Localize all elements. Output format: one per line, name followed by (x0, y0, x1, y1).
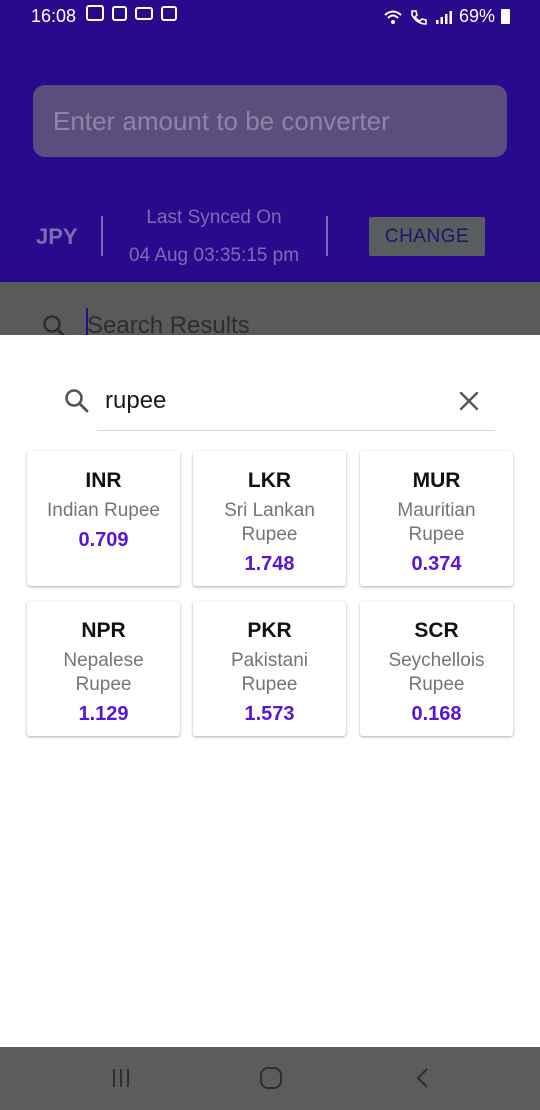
base-currency-code[interactable]: JPY (36, 224, 78, 249)
search-icon (65, 389, 89, 413)
laptop-notification-icon (135, 6, 153, 20)
currency-name: Mauritian Rupee (397, 500, 476, 545)
currency-code: NPR (81, 619, 126, 642)
currency-card-inr[interactable]: INR Indian Rupee 0.709 (27, 451, 180, 586)
currency-name: Indian Rupee (46, 500, 161, 521)
home-icon[interactable] (256, 1065, 286, 1091)
search-results-placeholder: Search Results (87, 312, 250, 339)
close-icon[interactable] (457, 389, 481, 413)
currency-code: LKR (247, 469, 292, 492)
currency-rate: 0.168 (411, 703, 462, 725)
currency-card-mur[interactable]: MUR Mauritian Rupee 0.374 (360, 451, 513, 586)
app-header: 16:08 69% JPY (0, 0, 540, 282)
wifi-icon (384, 10, 402, 24)
status-bar: 16:08 69% (0, 0, 540, 34)
currency-name: Pakistani Rupee (230, 650, 309, 695)
currency-rate: 0.709 (78, 529, 129, 551)
currency-rate: 1.129 (78, 703, 129, 725)
currency-card-lkr[interactable]: LKR Sri Lankan Rupee 1.748 (193, 451, 346, 586)
currency-card-npr[interactable]: NPR Nepalese Rupee 1.129 (27, 601, 180, 736)
image-notification-icon (161, 5, 177, 21)
divider-right (326, 216, 328, 256)
currency-rate: 0.374 (411, 553, 462, 575)
sync-date: 04 Aug 03:35:15 pm (128, 245, 300, 266)
sync-label: Last Synced On (146, 207, 282, 228)
currency-code: SCR (414, 619, 459, 642)
back-icon[interactable] (408, 1065, 438, 1091)
currency-name: Seychellois Rupee (388, 650, 485, 695)
currency-code: INR (85, 469, 122, 492)
wifi-calling-icon (411, 9, 427, 25)
currency-card-scr[interactable]: SCR Seychellois Rupee 0.168 (360, 601, 513, 736)
currency-name: Nepalese Rupee (63, 650, 144, 695)
notification-icons (86, 5, 177, 21)
currency-code: PKR (247, 619, 292, 642)
battery-percentage: 69% (458, 6, 495, 26)
message-notification-icon (86, 5, 104, 21)
change-button[interactable]: CHANGE (369, 217, 485, 256)
currency-rate: 1.748 (244, 553, 295, 575)
search-results-bar[interactable]: Search Results (0, 282, 540, 339)
divider-left (101, 216, 103, 256)
signal-icon (435, 10, 452, 24)
battery-icon (501, 9, 510, 24)
system-status-icons: 69% (383, 6, 510, 27)
status-time: 16:08 (31, 6, 77, 26)
currency-code: MUR (412, 469, 461, 492)
app-notification-icon (112, 5, 127, 21)
currency-card-pkr[interactable]: PKR Pakistani Rupee 1.573 (193, 601, 346, 736)
search-underline (97, 430, 495, 431)
currency-name: Sri Lankan Rupee (224, 500, 315, 545)
currency-search-input[interactable] (105, 381, 445, 421)
currency-search-modal: INR Indian Rupee 0.709 LKR Sri Lankan Ru… (0, 335, 540, 1047)
navigation-bar (0, 1047, 540, 1110)
text-cursor (86, 308, 88, 338)
amount-input[interactable] (33, 85, 507, 157)
recent-apps-icon[interactable] (106, 1065, 136, 1091)
currency-rate: 1.573 (244, 703, 295, 725)
